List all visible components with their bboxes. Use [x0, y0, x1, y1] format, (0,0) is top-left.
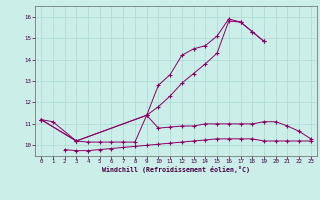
X-axis label: Windchill (Refroidissement éolien,°C): Windchill (Refroidissement éolien,°C): [102, 166, 250, 173]
